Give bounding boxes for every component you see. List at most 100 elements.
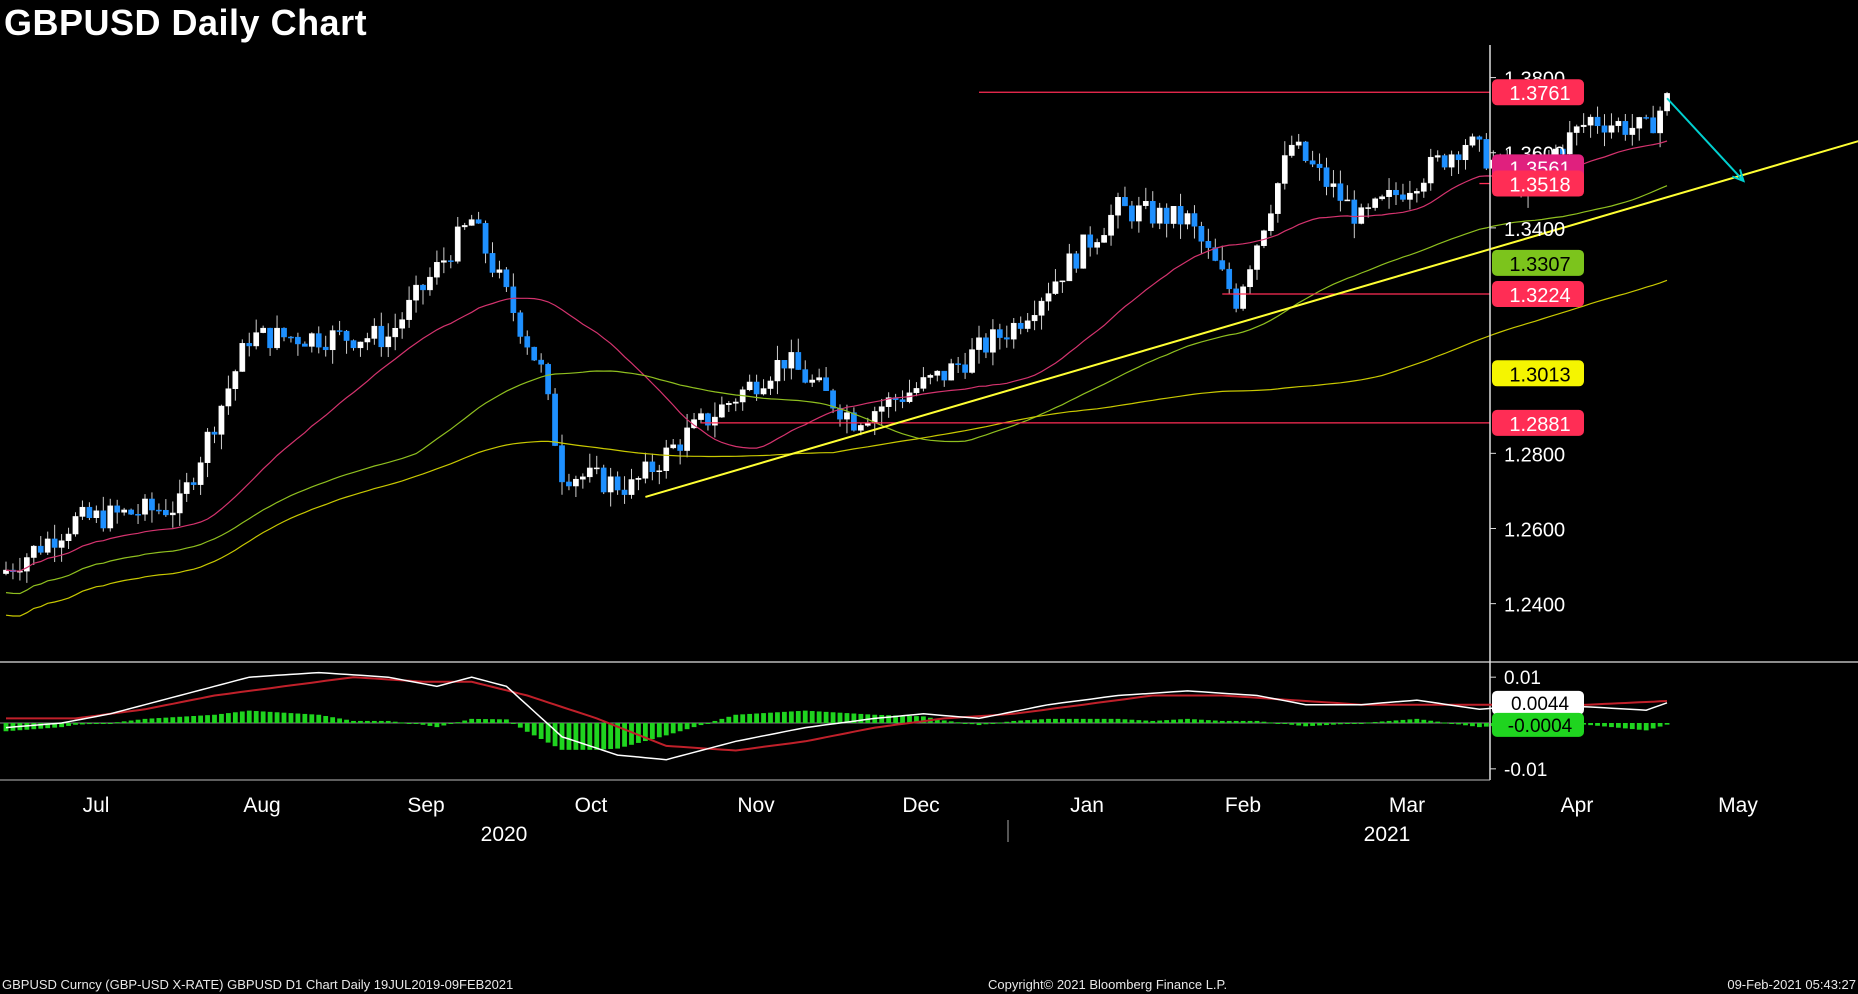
candle-body [197,462,204,485]
macd-histogram-bar [1261,721,1267,723]
candle-body [705,413,711,426]
candle [725,400,732,412]
macd-histogram-bar [1240,720,1246,723]
macd-histogram-bar [1344,723,1350,724]
candle [1184,210,1191,230]
candle [1469,133,1476,148]
macd-histogram-bar [302,713,308,723]
macd-histogram-bar [879,714,885,723]
candle [1101,227,1107,243]
candle [93,505,100,523]
candle [371,318,378,345]
candle [1024,313,1031,333]
projection-arrow [1666,97,1745,182]
candle [44,531,51,556]
candle-body [3,569,9,574]
candle [1177,193,1184,239]
candle-body [913,388,920,394]
candle [1455,151,1462,174]
candle-body [503,269,510,288]
candle-body [600,467,607,493]
macd-histogram-bar [1094,718,1100,723]
macd-histogram-bar [1115,718,1121,723]
candle-body [246,343,253,347]
candle-body [1358,207,1365,224]
macd-histogram-bar [816,711,822,723]
candle [1580,113,1587,133]
macd-histogram-bar [1414,718,1420,723]
candle [913,382,920,397]
macd-histogram-bar [1324,723,1329,726]
macd-histogram-bar [844,713,850,723]
macd-histogram-bar [149,718,155,723]
macd-histogram-bar [406,723,412,724]
candle [197,456,204,495]
macd-histogram-bar [830,712,836,723]
macd-histogram-bar [1338,723,1343,725]
month-label: Dec [902,794,939,817]
macd-histogram-bar [1275,723,1281,724]
candle-body [288,336,294,339]
candle-body [489,253,496,273]
candle [190,477,197,491]
macd-histogram-bar [823,711,829,723]
macd-histogram-bar [1080,718,1086,723]
candle-body [461,225,468,228]
candle-body [1219,260,1226,270]
price-label-text: 1.3761 [1509,83,1570,105]
candle-body [1052,281,1059,294]
candle-body [524,336,531,348]
macd-histogram-bar [87,723,92,725]
candle [253,319,260,350]
candle [302,341,308,347]
price-label-text: 1.3307 [1509,254,1570,276]
candle-body [1226,268,1233,290]
candle [635,476,642,491]
candle [1170,206,1177,229]
macd-histogram-bar [990,723,996,724]
candle-body [955,363,961,365]
price-label-box: 1.3761 [1492,79,1584,106]
candle-body [920,377,927,389]
candle-body [1427,156,1434,184]
candle [600,464,607,495]
candle-body [663,447,670,471]
candle-body [1205,241,1212,248]
candle [878,398,885,425]
macd-histogram-bar [1164,720,1170,723]
candle [705,412,711,431]
macd-histogram-bar [1358,723,1364,724]
candle [37,536,44,555]
candle [802,360,809,384]
candle-body [1636,117,1643,129]
candle-body [990,329,996,353]
candle [524,330,531,355]
candle-body [1177,206,1184,225]
candle [1372,197,1379,211]
candle-body [1573,126,1580,133]
price-label-text: 1.2881 [1509,414,1570,436]
macd-histogram-bar [1018,720,1024,723]
macd-histogram-bar [524,723,530,732]
macd-histogram-bar [52,723,58,728]
candle [1226,262,1233,295]
candle-body [899,399,906,402]
candle [934,370,941,382]
macd-histogram-bar [886,715,892,723]
macd-histogram-bar [1150,720,1156,723]
candle [65,527,72,549]
macd-histogram-bar [566,723,572,750]
candle-body [809,379,816,383]
candle [1400,183,1406,202]
macd-histogram-bar [510,723,516,724]
candle [1386,178,1392,209]
macd-histogram-bar [1073,718,1079,723]
macd-histogram-bar [1226,720,1232,723]
candle [246,332,253,357]
candle-body [30,545,37,558]
macd-histogram-bar [253,711,259,723]
candle [580,473,586,489]
price-label-bg [1492,360,1584,387]
macd-label-text: 0.0044 [1511,694,1570,715]
candle [1358,203,1365,225]
